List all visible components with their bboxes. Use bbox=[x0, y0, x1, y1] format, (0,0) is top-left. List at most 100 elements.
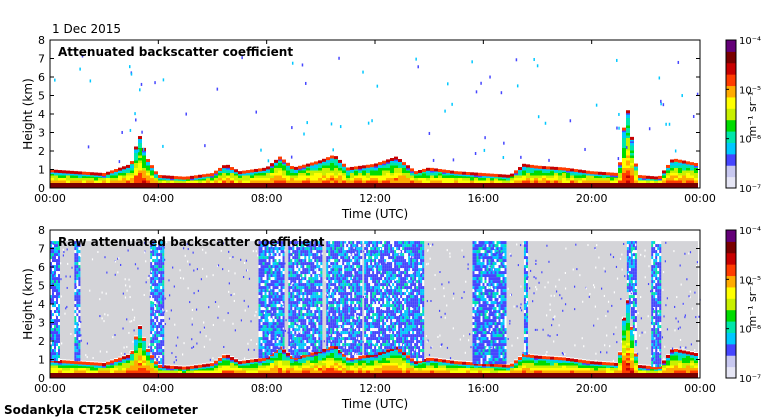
backscatter-cell bbox=[558, 360, 562, 363]
backscatter-cell bbox=[422, 168, 426, 172]
backscatter-cell bbox=[160, 265, 163, 269]
backscatter-cell bbox=[486, 185, 490, 188]
backscatter-cell bbox=[322, 363, 326, 366]
backscatter-cell bbox=[276, 280, 279, 284]
backscatter-cell bbox=[554, 183, 558, 186]
backscatter-cell bbox=[76, 277, 79, 281]
backscatter-cell bbox=[544, 121, 547, 125]
backscatter-cell bbox=[602, 175, 606, 178]
backscatter-cell bbox=[312, 253, 315, 257]
backscatter-cell bbox=[318, 256, 321, 260]
backscatter-cell bbox=[618, 112, 620, 116]
backscatter-cell bbox=[526, 175, 530, 178]
backscatter-cell bbox=[118, 175, 122, 178]
backscatter-cell bbox=[56, 319, 58, 323]
backscatter-cell bbox=[538, 178, 542, 181]
backscatter-cell bbox=[138, 155, 142, 158]
backscatter-cell bbox=[634, 373, 638, 376]
backscatter-cell bbox=[390, 183, 394, 186]
backscatter-cell bbox=[338, 159, 342, 163]
backscatter-cell bbox=[304, 241, 307, 245]
backscatter-cell bbox=[282, 178, 286, 181]
backscatter-cell bbox=[354, 373, 358, 376]
backscatter-cell bbox=[686, 173, 690, 176]
backscatter-cell bbox=[258, 316, 261, 320]
backscatter-cell bbox=[292, 334, 295, 338]
backscatter-cell bbox=[226, 185, 230, 188]
backscatter-cell bbox=[634, 365, 638, 368]
backscatter-cell bbox=[390, 173, 394, 176]
backscatter-cell bbox=[530, 373, 534, 376]
backscatter-cell bbox=[518, 359, 522, 362]
backscatter-cell bbox=[304, 352, 307, 356]
backscatter-cell bbox=[378, 358, 382, 361]
backscatter-cell bbox=[152, 346, 155, 350]
backscatter-cell bbox=[266, 316, 269, 320]
backscatter-cell bbox=[114, 175, 118, 178]
backscatter-cell bbox=[302, 170, 306, 173]
backscatter-cell bbox=[114, 178, 118, 181]
backscatter-cell bbox=[590, 363, 594, 366]
missing-region bbox=[574, 241, 578, 359]
backscatter-cell bbox=[50, 355, 52, 359]
backscatter-cell bbox=[622, 328, 626, 331]
backscatter-cell bbox=[334, 168, 338, 171]
backscatter-cell bbox=[618, 164, 622, 167]
backscatter-cell bbox=[50, 370, 54, 373]
backscatter-cell bbox=[482, 363, 486, 367]
backscatter-cell bbox=[550, 185, 554, 188]
backscatter-cell bbox=[304, 286, 307, 290]
backscatter-cell bbox=[56, 244, 58, 248]
backscatter-cell bbox=[226, 365, 230, 368]
backscatter-cell bbox=[278, 250, 281, 254]
backscatter-cell bbox=[304, 256, 307, 260]
backscatter-cell bbox=[280, 340, 283, 344]
backscatter-cell bbox=[268, 274, 271, 278]
backscatter-cell bbox=[302, 180, 306, 183]
backscatter-cell bbox=[378, 368, 382, 371]
backscatter-cell bbox=[414, 361, 418, 365]
backscatter-cell bbox=[402, 354, 406, 357]
backscatter-cell bbox=[533, 57, 535, 61]
backscatter-cell bbox=[302, 274, 305, 278]
backscatter-cell bbox=[626, 373, 630, 376]
backscatter-cell bbox=[154, 295, 157, 299]
backscatter-cell bbox=[278, 163, 282, 166]
backscatter-cell bbox=[578, 375, 582, 378]
backscatter-cell bbox=[342, 363, 346, 366]
backscatter-cell bbox=[562, 375, 566, 378]
backscatter-cell bbox=[306, 319, 309, 323]
backscatter-cell bbox=[526, 370, 530, 373]
backscatter-cell bbox=[266, 166, 270, 170]
backscatter-cell bbox=[294, 259, 297, 263]
backscatter-cell bbox=[154, 277, 157, 281]
backscatter-cell bbox=[288, 307, 291, 311]
backscatter-cell bbox=[486, 178, 490, 181]
backscatter-cell bbox=[414, 363, 418, 366]
backscatter-cell bbox=[522, 168, 526, 171]
backscatter-cell bbox=[114, 185, 118, 188]
backscatter-cell bbox=[98, 178, 102, 181]
backscatter-cell bbox=[282, 313, 285, 317]
backscatter-cell bbox=[422, 175, 426, 178]
backscatter-cell bbox=[272, 295, 275, 299]
backscatter-cell bbox=[646, 175, 650, 179]
backscatter-cell bbox=[74, 319, 77, 323]
backscatter-cell bbox=[406, 368, 410, 371]
backscatter-cell bbox=[526, 173, 530, 176]
backscatter-cell bbox=[314, 373, 318, 376]
backscatter-cell bbox=[160, 358, 163, 362]
backscatter-cell bbox=[106, 180, 110, 183]
backscatter-cell bbox=[262, 310, 265, 314]
backscatter-cell bbox=[206, 178, 210, 181]
backscatter-cell bbox=[142, 147, 145, 151]
backscatter-cell bbox=[634, 368, 638, 371]
backscatter-cell bbox=[598, 365, 602, 368]
backscatter-cell bbox=[52, 259, 54, 263]
backscatter-cell bbox=[322, 158, 326, 162]
backscatter-cell bbox=[260, 283, 263, 287]
backscatter-cell bbox=[354, 360, 358, 363]
backscatter-cell bbox=[626, 173, 630, 176]
backscatter-cell bbox=[160, 247, 163, 251]
backscatter-cell bbox=[106, 185, 110, 188]
